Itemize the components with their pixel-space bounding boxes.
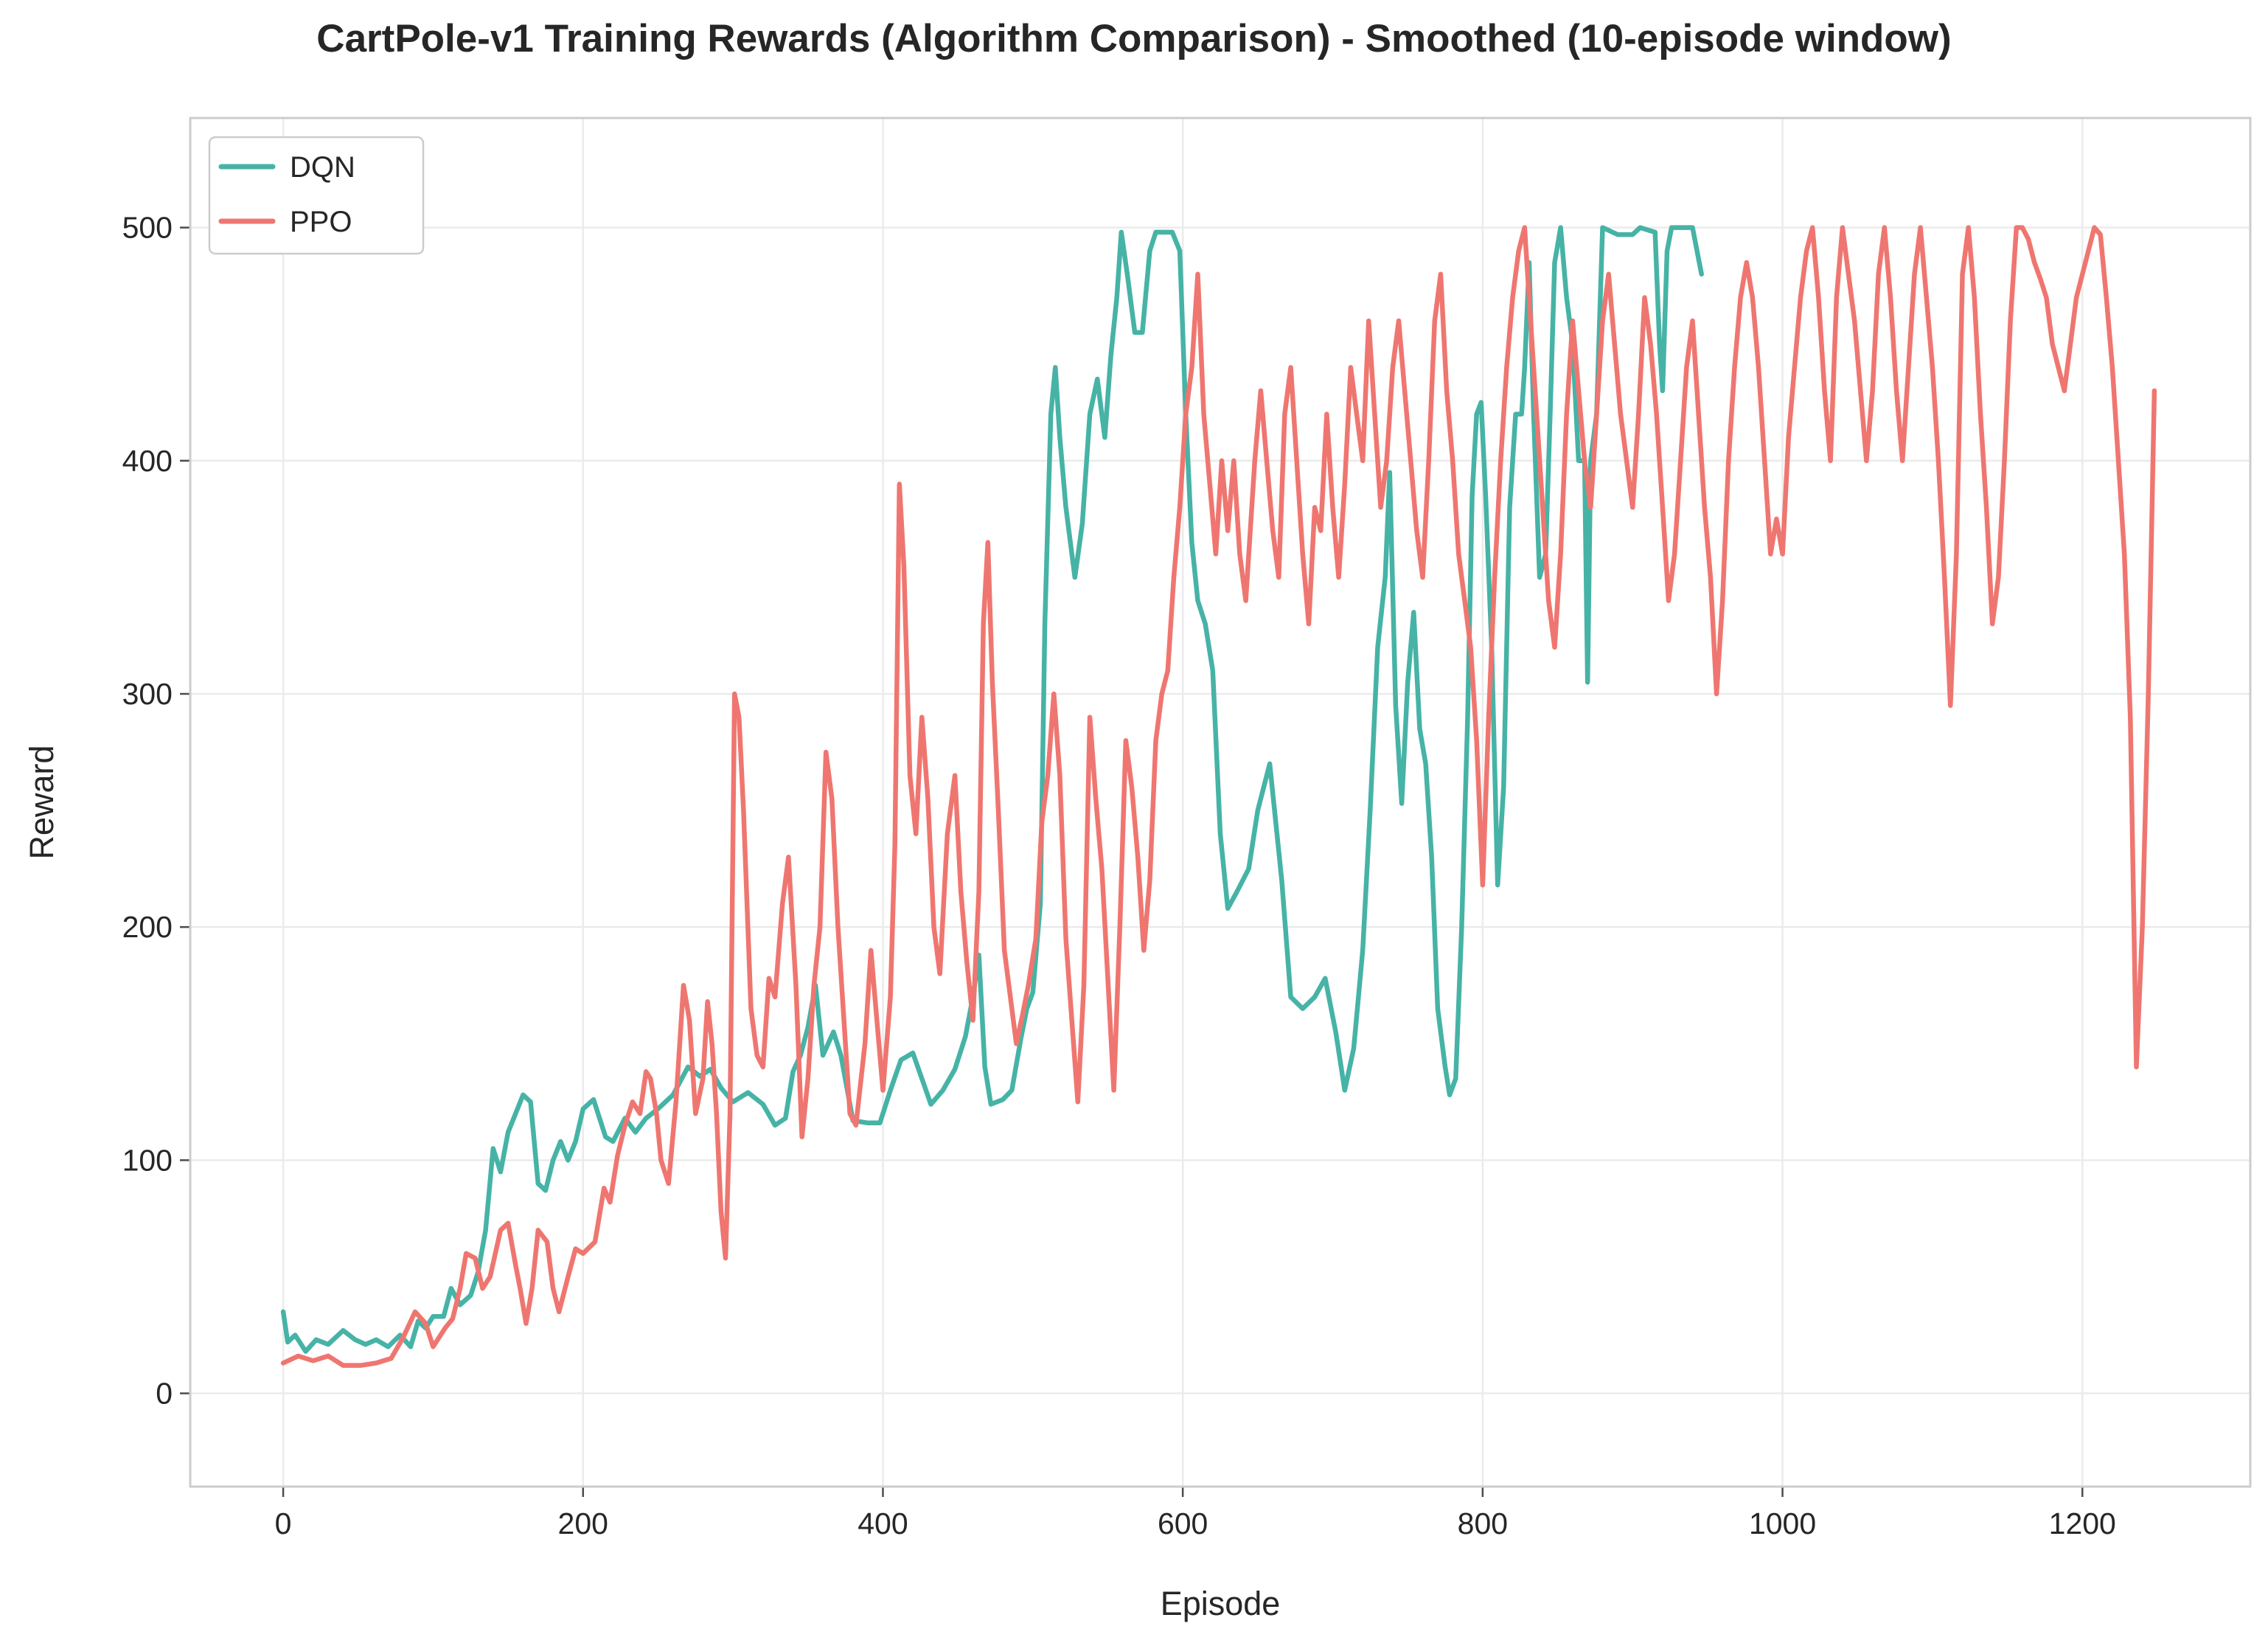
chart-title: CartPole-v1 Training Rewards (Algorithm … <box>316 17 1952 60</box>
series-line-dqn <box>280 225 1704 1354</box>
legend-label-dqn: DQN <box>290 151 355 184</box>
y-tick-label: 400 <box>122 444 173 478</box>
y-tick-label: 0 <box>156 1377 173 1411</box>
legend: DQN PPO <box>208 136 425 255</box>
x-tick-label: 400 <box>858 1507 908 1540</box>
x-tick-label: 0 <box>275 1507 292 1540</box>
series-layer <box>280 225 2157 1368</box>
x-tick-label: 1200 <box>2049 1507 2116 1540</box>
y-axis-label: Reward <box>23 745 60 859</box>
ticks-layer: 0 200 400 600 800 1000 1200 0 100 200 300 400 500 <box>122 211 2116 1540</box>
legend-label-ppo: PPO <box>290 206 352 238</box>
plot-frame <box>189 117 2252 1488</box>
series-line-ppo <box>280 225 2157 1368</box>
x-tick-label: 800 <box>1458 1507 1508 1540</box>
x-tick-label: 200 <box>558 1507 608 1540</box>
x-tick-label: 600 <box>1158 1507 1208 1540</box>
y-tick-label: 500 <box>122 211 173 245</box>
x-tick-label: 1000 <box>1749 1507 1816 1540</box>
y-tick-label: 200 <box>122 910 173 944</box>
x-axis-label: Episode <box>1161 1585 1281 1622</box>
y-tick-label: 300 <box>122 677 173 711</box>
y-tick-label: 100 <box>122 1143 173 1177</box>
